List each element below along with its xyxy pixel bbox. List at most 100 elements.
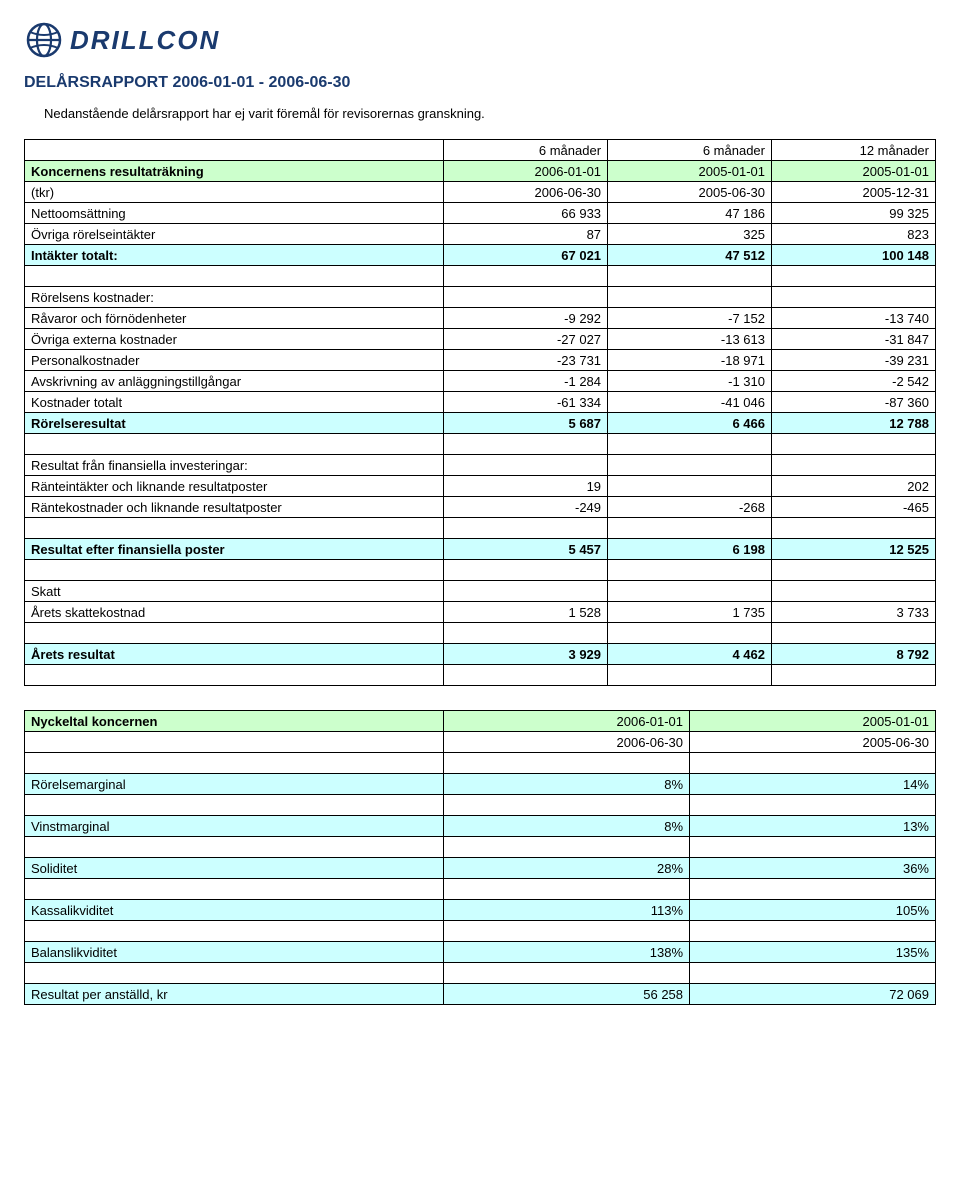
section-title: Nyckeltal koncernen: [25, 711, 444, 732]
value-cell: 138%: [444, 942, 690, 963]
value-cell: -1 284: [444, 371, 608, 392]
value-cell: 99 325: [772, 203, 936, 224]
section-header-row: Nyckeltal koncernen 2006-01-01 2005-01-0…: [25, 711, 936, 732]
value-cell: 6 466: [608, 413, 772, 434]
value-cell: 325: [608, 224, 772, 245]
value-cell: -7 152: [608, 308, 772, 329]
group-header-row: Resultat från finansiella investeringar:: [25, 455, 936, 476]
value-cell: -61 334: [444, 392, 608, 413]
date-cell: 2005-01-01: [690, 711, 936, 732]
row-label: Intäkter totalt:: [25, 245, 444, 266]
group-label: Rörelsens kostnader:: [25, 287, 444, 308]
row-label: Vinstmarginal: [25, 816, 444, 837]
value-cell: 5 457: [444, 539, 608, 560]
date-cell: 2005-01-01: [772, 161, 936, 182]
row-label: Personalkostnader: [25, 350, 444, 371]
value-cell: 14%: [690, 774, 936, 795]
tkr-row: (tkr) 2006-06-30 2005-06-30 2005-12-31: [25, 182, 936, 203]
date-cell: 2006-01-01: [444, 161, 608, 182]
empty-row: [25, 266, 936, 287]
value-cell: 105%: [690, 900, 936, 921]
value-cell: -249: [444, 497, 608, 518]
metric-row: Rörelsemarginal 8% 14%: [25, 774, 936, 795]
group-header-row: Skatt: [25, 581, 936, 602]
row-label: Kassalikviditet: [25, 900, 444, 921]
value-cell: 67 021: [444, 245, 608, 266]
brand-logo: DRILLCON: [24, 20, 936, 60]
empty-row: [25, 963, 936, 984]
metric-row: Soliditet 28% 36%: [25, 858, 936, 879]
metric-row: Resultat per anställd, kr 56 258 72 069: [25, 984, 936, 1005]
report-title: DELÅRSRAPPORT 2006-01-01 - 2006-06-30: [24, 74, 936, 92]
date-cell: 2005-06-30: [690, 732, 936, 753]
period-cell: 6 månader: [444, 140, 608, 161]
value-cell: -2 542: [772, 371, 936, 392]
value-cell: 47 512: [608, 245, 772, 266]
value-cell: -41 046: [608, 392, 772, 413]
value-cell: 5 687: [444, 413, 608, 434]
subtotal-row: Rörelseresultat 5 687 6 466 12 788: [25, 413, 936, 434]
empty-row: [25, 665, 936, 686]
value-cell: 19: [444, 476, 608, 497]
metric-row: Kassalikviditet 113% 105%: [25, 900, 936, 921]
row-label: Resultat per anställd, kr: [25, 984, 444, 1005]
globe-icon: [24, 20, 64, 60]
value-cell: -31 847: [772, 329, 936, 350]
row-label: Rörelseresultat: [25, 413, 444, 434]
value-cell: 56 258: [444, 984, 690, 1005]
period-cell: 6 månader: [608, 140, 772, 161]
row-label: Årets skattekostnad: [25, 602, 444, 623]
value-cell: 1 735: [608, 602, 772, 623]
empty-row: [25, 921, 936, 942]
row-label: Räntekostnader och liknande resultatpost…: [25, 497, 444, 518]
group-header-row: Rörelsens kostnader:: [25, 287, 936, 308]
value-cell: -465: [772, 497, 936, 518]
empty-row: [25, 753, 936, 774]
income-statement-table: 6 månader 6 månader 12 månader Koncernen…: [24, 139, 936, 686]
value-cell: -1 310: [608, 371, 772, 392]
value-cell: -268: [608, 497, 772, 518]
value-cell: 202: [772, 476, 936, 497]
metric-row: Vinstmarginal 8% 13%: [25, 816, 936, 837]
date-cell: 2006-01-01: [444, 711, 690, 732]
value-cell: -39 231: [772, 350, 936, 371]
data-row: Övriga externa kostnader -27 027 -13 613…: [25, 329, 936, 350]
group-label: Resultat från finansiella investeringar:: [25, 455, 444, 476]
empty-row: [25, 795, 936, 816]
value-cell: 66 933: [444, 203, 608, 224]
logo-text: DRILLCON: [70, 25, 220, 56]
date-cell: 2006-06-30: [444, 732, 690, 753]
data-row: Avskrivning av anläggningstillgångar -1 …: [25, 371, 936, 392]
value-cell: -13 613: [608, 329, 772, 350]
value-cell: 72 069: [690, 984, 936, 1005]
section-header-row: Koncernens resultaträkning 2006-01-01 20…: [25, 161, 936, 182]
value-cell: 8%: [444, 774, 690, 795]
value-cell: 100 148: [772, 245, 936, 266]
row-label: Kostnader totalt: [25, 392, 444, 413]
row-label: Nettoomsättning: [25, 203, 444, 224]
period-cell: 12 månader: [772, 140, 936, 161]
row-label: Rörelsemarginal: [25, 774, 444, 795]
period-row: 6 månader 6 månader 12 månader: [25, 140, 936, 161]
value-cell: 28%: [444, 858, 690, 879]
value-cell: -87 360: [772, 392, 936, 413]
value-cell: 8%: [444, 816, 690, 837]
value-cell: 3 929: [444, 644, 608, 665]
section-title: Koncernens resultaträkning: [25, 161, 444, 182]
data-row: Övriga rörelseintäkter 87 325 823: [25, 224, 936, 245]
value-cell: -27 027: [444, 329, 608, 350]
subtotal-row: Resultat efter finansiella poster 5 457 …: [25, 539, 936, 560]
data-row: Råvaror och förnödenheter -9 292 -7 152 …: [25, 308, 936, 329]
empty-row: [25, 837, 936, 858]
data-row: Personalkostnader -23 731 -18 971 -39 23…: [25, 350, 936, 371]
value-cell: -18 971: [608, 350, 772, 371]
data-row: Ränteintäkter och liknande resultatposte…: [25, 476, 936, 497]
row-label: Ränteintäkter och liknande resultatposte…: [25, 476, 444, 497]
empty-row: [25, 560, 936, 581]
value-cell: 113%: [444, 900, 690, 921]
value-cell: -13 740: [772, 308, 936, 329]
row-label: Resultat efter finansiella poster: [25, 539, 444, 560]
value-cell: 8 792: [772, 644, 936, 665]
row-label: Avskrivning av anläggningstillgångar: [25, 371, 444, 392]
key-metrics-table: Nyckeltal koncernen 2006-01-01 2005-01-0…: [24, 710, 936, 1005]
